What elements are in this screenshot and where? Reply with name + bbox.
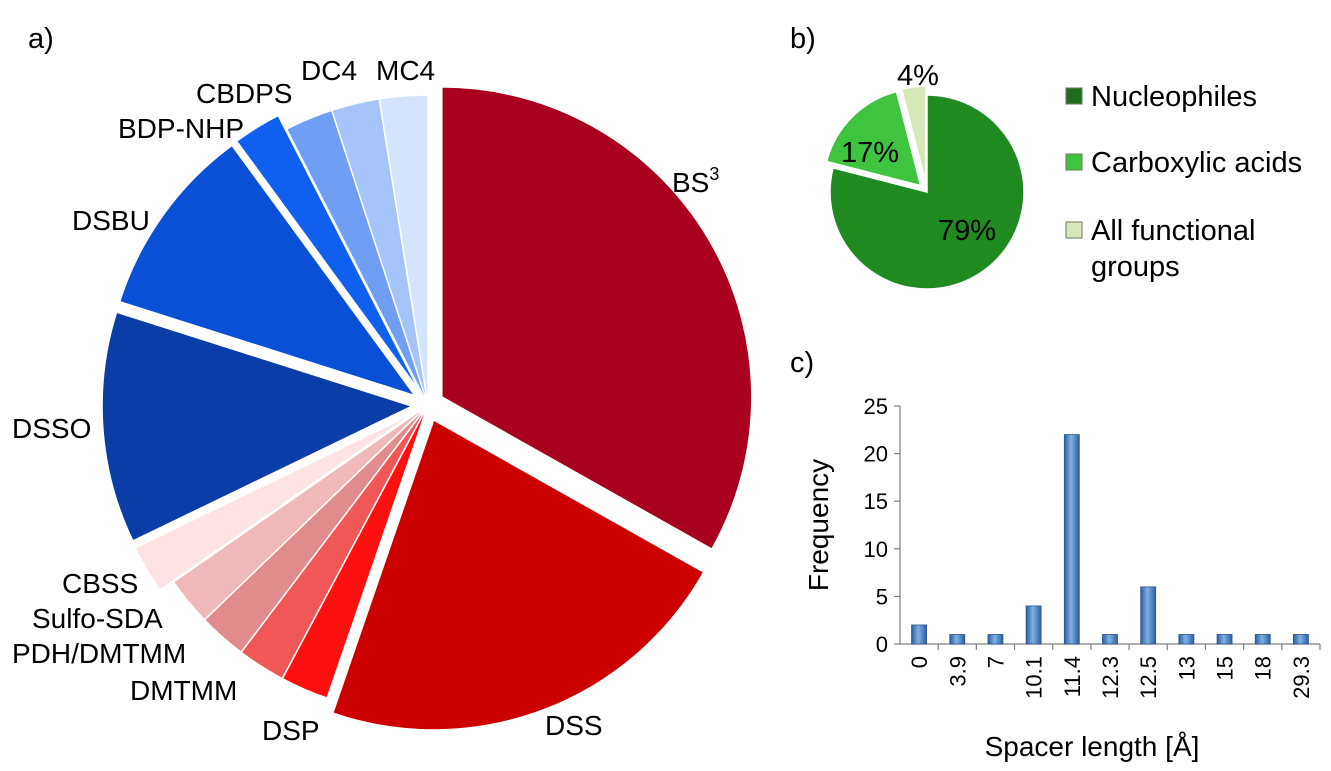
bar-0: [911, 624, 927, 645]
crosslinker-pie-labels: BS3 DSS DSP DMTMM PDH/DMTMM Sulfo-SDA CBSS DSSO…: [12, 55, 719, 746]
x-tick-label: 29.3: [1289, 656, 1314, 699]
x-tick-label: 15: [1213, 656, 1238, 680]
bar-12-3: [1102, 634, 1118, 645]
crosslinker-label-sulfo-sda: Sulfo-SDA: [32, 603, 163, 634]
x-tick-label: 0: [907, 656, 932, 668]
panel-a-label: a): [28, 23, 54, 55]
crosslinker-slice-dss: [331, 418, 705, 731]
legend-swatch-all-functional-groups: [1065, 221, 1083, 239]
x-tick-label: 12.3: [1098, 656, 1123, 699]
crosslinker-label-dsp: DSP: [262, 715, 320, 746]
reactivity-slice-carboxylic-acids: [825, 90, 922, 187]
crosslinker-label-mc4: MC4: [376, 55, 435, 86]
crosslinker-label-cbdps: CBDPS: [196, 78, 292, 109]
crosslinker-slice-bdp-nhp: [235, 114, 421, 392]
crosslinker-label-bdp-nhp: BDP-NHP: [118, 113, 244, 144]
crosslinker-slice-cbss: [134, 412, 415, 592]
crosslinker-label-bs: BS3: [672, 164, 719, 198]
crosslinker-label-dss: DSS: [545, 710, 603, 741]
y-tick-label: 15: [864, 489, 888, 514]
bar-18: [1254, 634, 1271, 645]
panel-b-label: b): [790, 23, 816, 55]
spacer-length-bar-chart: 0 5 10 15 20 25 0 3.9 7 10.1 11.4 12.3 12.5 13 15 18 29.…: [864, 394, 1321, 699]
reactivity-percent-nucleophiles: 79%: [938, 215, 996, 247]
bar-12-5: [1140, 586, 1157, 645]
reactivity-slice-all-functional-groups: [900, 85, 927, 184]
x-tick-label: 10.1: [1022, 656, 1047, 699]
crosslinker-pie-chart: [101, 86, 753, 731]
legend-label-all-functional-groups-line2: groups: [1091, 251, 1180, 283]
reactivity-legend: Nucleophiles Carboxylic acids All function…: [1065, 81, 1302, 283]
crosslinker-label-dc4: DC4: [301, 55, 357, 86]
crosslinker-slice-mc4: [378, 94, 429, 406]
crosslinker-slice-sulfo-sda: [172, 404, 429, 621]
x-tick-label: 13: [1174, 656, 1199, 680]
x-axis-title: Spacer length [Å]: [985, 731, 1200, 762]
legend-swatch-carboxylic-acids: [1065, 153, 1083, 171]
y-axis-title: Frequency: [803, 459, 834, 591]
y-tick-label: 10: [864, 537, 888, 562]
crosslinker-label-superscript: 3: [709, 164, 719, 184]
reactivity-pie-chart: [825, 85, 1025, 290]
x-tick-label: 18: [1251, 656, 1276, 680]
panel-c-label: c): [790, 347, 814, 379]
crosslinker-slice-dsbu: [118, 144, 417, 398]
crosslinker-label-cbss: CBSS: [62, 568, 138, 599]
legend-swatch-nucleophiles: [1065, 87, 1083, 105]
y-tick-label: 25: [864, 394, 888, 419]
reactivity-pie-percent-labels: 79% 17% 4%: [841, 60, 996, 247]
y-tick-label: 5: [876, 584, 888, 609]
reactivity-percent-all-functional-groups: 4%: [897, 60, 939, 92]
reactivity-slice-nucleophiles: [829, 94, 1025, 290]
bar-11-4: [1063, 434, 1080, 645]
bar-7: [987, 634, 1004, 645]
crosslinker-label-dsso: DSSO: [12, 413, 91, 444]
x-tick-label: 12.5: [1136, 656, 1161, 699]
bar-29-3: [1293, 634, 1309, 645]
crosslinker-slice-bs: [441, 86, 753, 551]
crosslinker-label-dsbu: DSBU: [72, 205, 150, 236]
reactivity-percent-carboxylic-acids: 17%: [841, 137, 899, 169]
crosslinker-slice-dsso: [101, 311, 415, 542]
x-tick-label: 3.9: [945, 656, 970, 687]
bar-3-9: [949, 634, 966, 645]
y-tick-label: 20: [864, 442, 888, 467]
legend-label-nucleophiles: Nucleophiles: [1091, 81, 1257, 113]
crosslinker-label-pdh-dmtmm: PDH/DMTMM: [12, 638, 186, 669]
legend-label-carboxylic-acids: Carboxylic acids: [1091, 147, 1302, 179]
bar-13: [1178, 634, 1195, 645]
crosslinker-label-dmtmm: DMTMM: [130, 675, 237, 706]
y-tick-label: 0: [876, 632, 888, 657]
x-tick-label: 11.4: [1060, 656, 1085, 697]
x-tick-label: 7: [983, 656, 1008, 668]
legend-label-all-functional-groups: All functional: [1091, 215, 1255, 247]
bar-10-1: [1025, 605, 1042, 645]
bar-15: [1216, 634, 1233, 645]
